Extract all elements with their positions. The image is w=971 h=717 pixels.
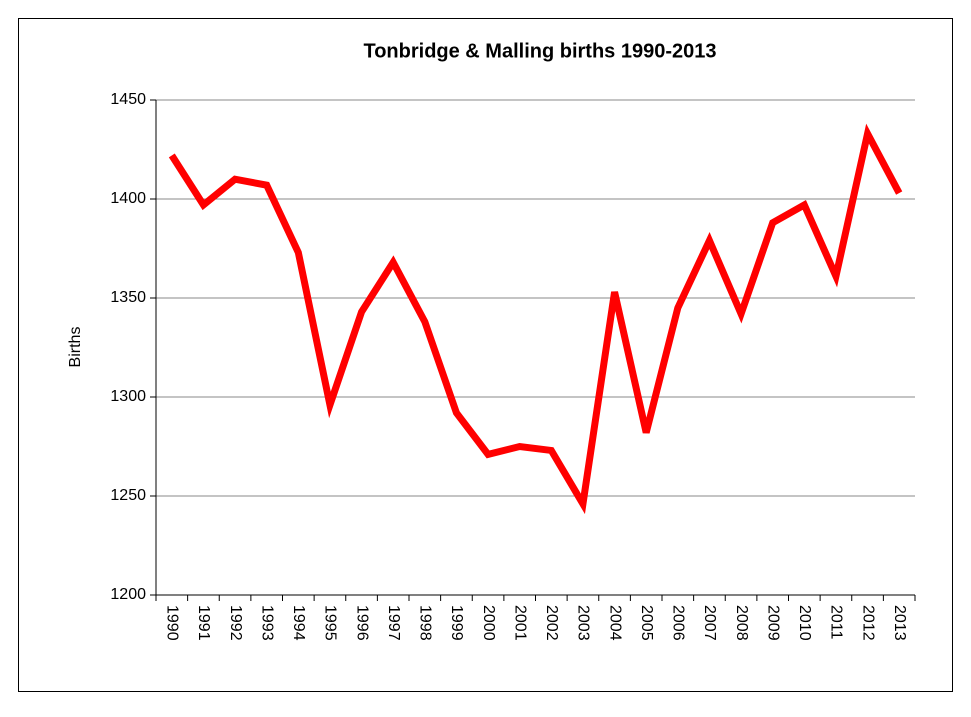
x-tick-label: 1999 [448, 605, 465, 641]
y-tick-label: 1200 [110, 586, 146, 603]
x-tick-label: 2012 [859, 605, 876, 641]
x-tick-label: 2001 [511, 605, 528, 641]
y-tick-label: 1250 [110, 487, 146, 504]
x-tick-label: 2005 [638, 605, 655, 641]
chart-title: Tonbridge & Malling births 1990-2013 [363, 40, 716, 62]
x-tick-label: 1991 [195, 605, 212, 641]
x-tick-label: 1997 [385, 605, 402, 641]
y-tick-label: 1400 [110, 190, 146, 207]
chart-border [18, 18, 953, 692]
x-tick-label: 2011 [828, 605, 845, 640]
series-line [168, 123, 903, 515]
x-tick-label: 2006 [670, 605, 687, 641]
x-tick-label: 2000 [480, 605, 497, 641]
x-tick-label: 1998 [417, 605, 434, 641]
y-axis-label: Births [67, 327, 84, 368]
x-tick-label: 2007 [701, 605, 718, 641]
x-tick-label: 2003 [575, 605, 592, 641]
y-tick-label: 1300 [110, 388, 146, 405]
x-tick-label: 1994 [290, 605, 307, 641]
x-tick-label: 2002 [543, 605, 560, 641]
x-tick-label: 2013 [891, 605, 908, 641]
x-tick-label: 1993 [258, 605, 275, 641]
x-tick-label: 1996 [353, 605, 370, 641]
x-tick-label: 2004 [606, 605, 623, 641]
x-tick-label: 1990 [164, 605, 181, 641]
x-tick-label: 1992 [227, 605, 244, 641]
x-tick-label: 1995 [322, 605, 339, 641]
x-tick-label: 2009 [764, 605, 781, 641]
y-tick-label: 1450 [110, 91, 146, 108]
x-tick-label: 2008 [733, 605, 750, 641]
y-tick-label: 1350 [110, 289, 146, 306]
x-tick-label: 2010 [796, 605, 813, 641]
